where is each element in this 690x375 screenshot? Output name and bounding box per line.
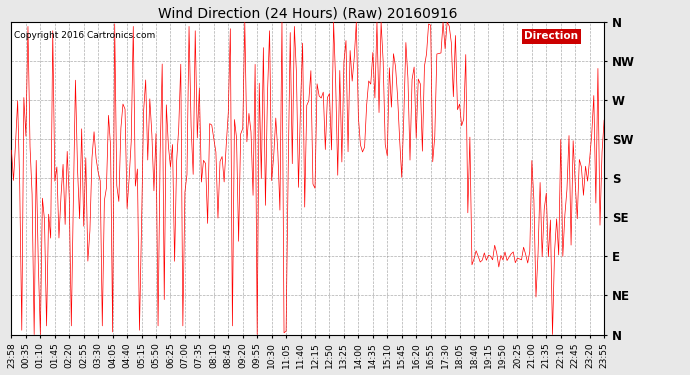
- Title: Wind Direction (24 Hours) (Raw) 20160916: Wind Direction (24 Hours) (Raw) 20160916: [158, 7, 457, 21]
- Text: Direction: Direction: [524, 32, 578, 42]
- Text: Copyright 2016 Cartronics.com: Copyright 2016 Cartronics.com: [14, 32, 156, 40]
